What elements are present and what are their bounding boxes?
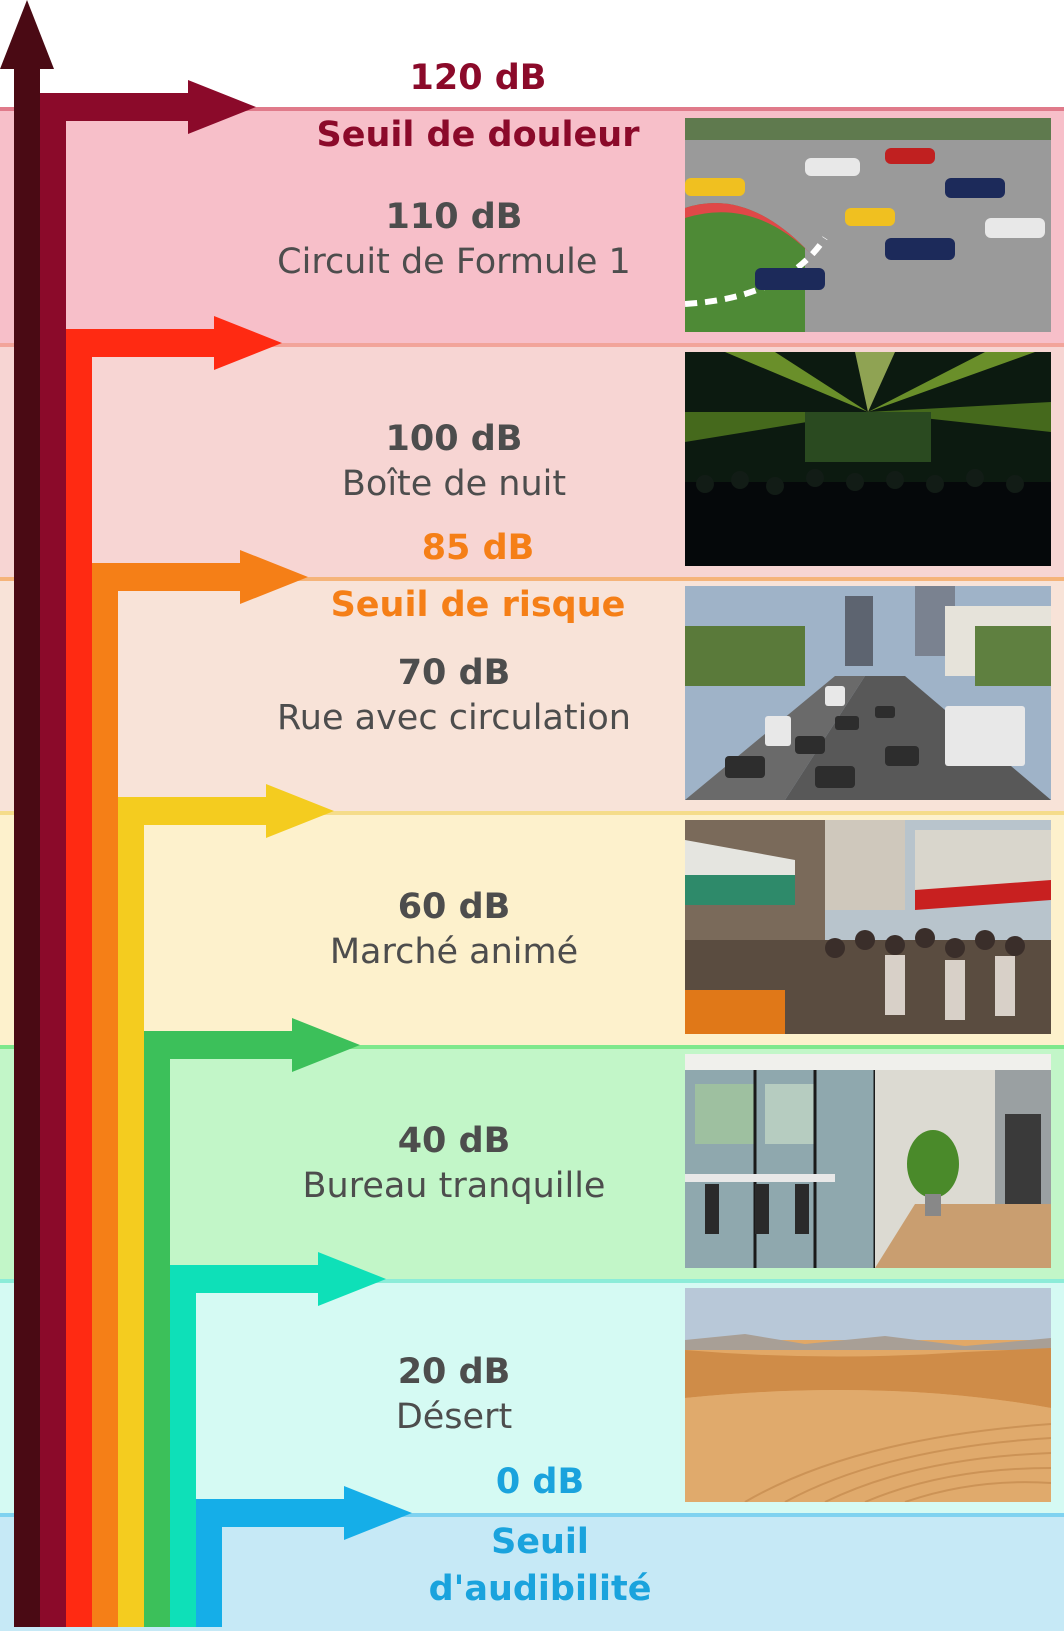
- formula-1-race-photo: [685, 118, 1051, 332]
- desert-dunes-photo: [685, 1288, 1051, 1502]
- arrow-pain: [40, 80, 256, 1627]
- level-db-street: 70 dB: [397, 653, 511, 693]
- arrow-orange: [92, 550, 308, 1627]
- level-label-f1: Circuit de Formule 1: [277, 242, 631, 282]
- arrow-teal: [170, 1252, 386, 1627]
- level-label-market: Marché animé: [329, 932, 579, 972]
- hearing-threshold-label-line2: d'audibilité: [428, 1569, 652, 1609]
- arrow-red: [66, 316, 282, 1627]
- pain-threshold-label: Seuil de douleur: [316, 115, 640, 155]
- axis-arrow-head: [0, 0, 54, 69]
- axis-arrow-shaft: [14, 64, 40, 1627]
- nightclub-concert-photo: [685, 352, 1051, 566]
- level-label-desert: Désert: [395, 1397, 513, 1437]
- arrow-blue: [196, 1486, 412, 1627]
- level-db-market: 60 dB: [397, 887, 511, 927]
- level-db-nightclub: 100 dB: [385, 419, 523, 459]
- risk-threshold-label: Seuil de risque: [330, 585, 626, 625]
- level-label-street: Rue avec circulation: [277, 698, 631, 738]
- level-db-desert: 20 dB: [397, 1352, 511, 1392]
- street-traffic-photo: [685, 586, 1051, 800]
- hearing-threshold-label-line1: Seuil: [491, 1522, 589, 1562]
- quiet-office-photo: [685, 1054, 1051, 1268]
- hearing-threshold-db: 0 dB: [495, 1462, 585, 1502]
- level-db-f1: 110 dB: [385, 197, 523, 237]
- arrow-yellow: [118, 784, 334, 1627]
- busy-market-photo: [685, 820, 1051, 1034]
- risk-threshold-db: 85 dB: [421, 528, 535, 568]
- pain-threshold-db: 120 dB: [409, 58, 547, 98]
- level-label-office: Bureau tranquille: [302, 1166, 606, 1206]
- level-db-office: 40 dB: [397, 1121, 511, 1161]
- arrow-green: [144, 1018, 360, 1627]
- level-label-nightclub: Boîte de nuit: [341, 464, 567, 504]
